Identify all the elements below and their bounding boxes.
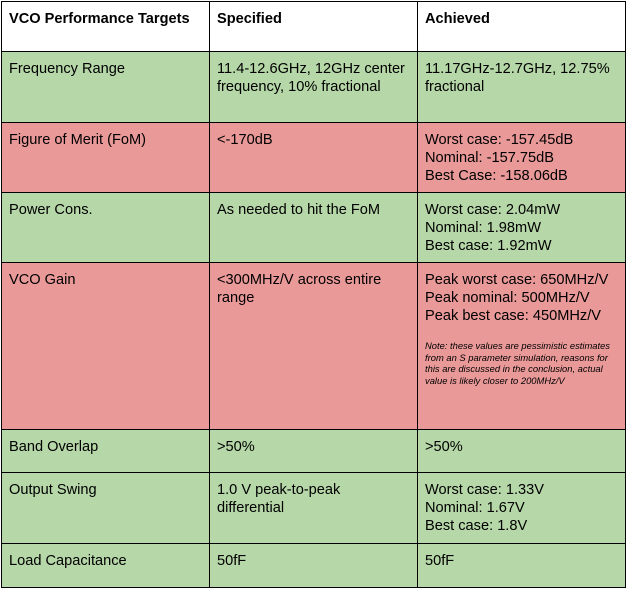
achieved-line: Worst case: 2.04mW <box>425 202 561 218</box>
achieved-value: 50fF <box>417 543 626 588</box>
achieved-value: >50% <box>417 429 626 473</box>
achieved-line: Nominal: -157.75dB <box>425 150 554 166</box>
achieved-line: Nominal: 1.98mW <box>425 220 541 236</box>
achieved-line: Worst case: -157.45dB <box>425 132 574 148</box>
specified-value: >50% <box>209 429 418 473</box>
table-row-figure-of-merit: Figure of Merit (FoM) <-170dB Worst case… <box>1 122 626 193</box>
table-row-load-capacitance: Load Capacitance 50fF 50fF <box>1 543 626 588</box>
specified-value: <300MHz/V across entire range <box>209 262 418 430</box>
achieved-line: Nominal: 1.67V <box>425 500 525 516</box>
table-row-frequency-range: Frequency Range 11.4-12.6GHz, 12GHz cent… <box>1 51 626 123</box>
table-row-vco-gain: VCO Gain <300MHz/V across entire range P… <box>1 262 626 430</box>
achieved-value: Worst case: 2.04mW Nominal: 1.98mW Best … <box>417 192 626 263</box>
achieved-line: Peak nominal: 500MHz/V <box>425 290 590 306</box>
achieved-line: >50% <box>425 439 463 455</box>
achieved-line: Best case: 1.92mW <box>425 238 552 254</box>
specified-value: 50fF <box>209 543 418 588</box>
achieved-line: Best case: 1.8V <box>425 518 528 534</box>
specified-value: 1.0 V peak-to-peak differential <box>209 472 418 544</box>
table-row-power-consumption: Power Cons. As needed to hit the FoM Wor… <box>1 192 626 263</box>
achieved-line: Best Case: -158.06dB <box>425 168 568 184</box>
achieved-line: Peak worst case: 650MHz/V <box>425 272 609 288</box>
header-achieved: Achieved <box>417 1 626 52</box>
row-label: Band Overlap <box>1 429 210 473</box>
table-row-output-swing: Output Swing 1.0 V peak-to-peak differen… <box>1 472 626 544</box>
achieved-line: Worst case: 1.33V <box>425 482 544 498</box>
specified-value: <-170dB <box>209 122 418 193</box>
row-label: Power Cons. <box>1 192 210 263</box>
row-label: Frequency Range <box>1 51 210 123</box>
achieved-line: Peak best case: 450MHz/V <box>425 308 602 324</box>
row-label: VCO Gain <box>1 262 210 430</box>
row-label: Output Swing <box>1 472 210 544</box>
table-row-band-overlap: Band Overlap >50% >50% <box>1 429 626 473</box>
row-label: Figure of Merit (FoM) <box>1 122 210 193</box>
achieved-value: 11.17GHz-12.7GHz, 12.75% fractional <box>417 51 626 123</box>
header-specified: Specified <box>209 1 418 52</box>
achieved-line: 50fF <box>425 553 455 569</box>
row-label: Load Capacitance <box>1 543 210 588</box>
achieved-value: Peak worst case: 650MHz/V Peak nominal: … <box>417 262 626 430</box>
vco-gain-note: Note: these values are pessimistic estim… <box>425 340 610 386</box>
achieved-line: 11.17GHz-12.7GHz, 12.75% fractional <box>425 61 610 95</box>
achieved-value: Worst case: -157.45dB Nominal: -157.75dB… <box>417 122 626 193</box>
specified-value: As needed to hit the FoM <box>209 192 418 263</box>
specified-value: 11.4-12.6GHz, 12GHz center frequency, 10… <box>209 51 418 123</box>
achieved-value: Worst case: 1.33V Nominal: 1.67V Best ca… <box>417 472 626 544</box>
header-target: VCO Performance Targets <box>1 1 210 52</box>
table-header-row: VCO Performance Targets Specified Achiev… <box>1 1 626 52</box>
